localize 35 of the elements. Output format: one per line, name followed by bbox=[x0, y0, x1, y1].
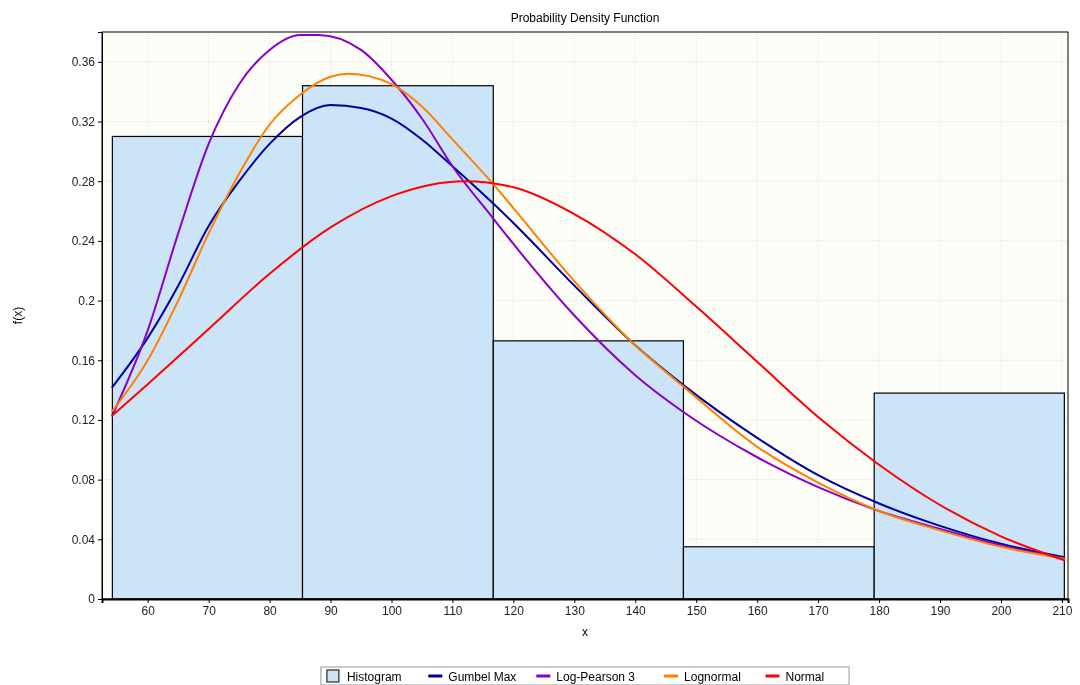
x-tick-label: 160 bbox=[747, 603, 769, 618]
y-tick-label: 0.28 bbox=[71, 174, 96, 189]
y-tick-label: 0.24 bbox=[71, 234, 96, 249]
y-axis-title: f(x) bbox=[11, 306, 25, 325]
x-tick-label: 190 bbox=[930, 603, 951, 618]
y-tick-label: 0.36 bbox=[71, 55, 96, 70]
x-tick-label: 120 bbox=[503, 603, 525, 618]
y-tick-label: 0.16 bbox=[71, 353, 96, 368]
x-tick-label: 70 bbox=[202, 603, 217, 618]
legend-label: Lognormal bbox=[684, 670, 741, 684]
x-tick-label: 200 bbox=[991, 603, 1012, 618]
x-tick-label: 60 bbox=[141, 603, 156, 618]
x-tick-label: 110 bbox=[443, 603, 463, 618]
x-tick-label: 170 bbox=[808, 603, 829, 618]
legend-label: Normal bbox=[785, 670, 825, 684]
x-axis-title: x bbox=[582, 625, 588, 639]
legend-label: Log-Pearson 3 bbox=[556, 670, 636, 684]
chart-title: Probability Density Function bbox=[510, 11, 660, 25]
y-tick-label: 0 bbox=[88, 592, 96, 607]
x-tick-label: 150 bbox=[686, 603, 708, 618]
x-tick-label: 100 bbox=[381, 603, 403, 618]
x-tick-label: 210 bbox=[1052, 603, 1073, 618]
y-tick-label: 0.12 bbox=[71, 413, 96, 428]
legend-label: Histogram bbox=[346, 670, 402, 684]
y-tick-label: 0.04 bbox=[71, 532, 96, 547]
line-series bbox=[111, 180, 1066, 562]
y-tick-label: 0.2 bbox=[78, 293, 96, 308]
x-tick-label: 180 bbox=[869, 603, 890, 618]
x-tick-label: 80 bbox=[263, 603, 278, 618]
x-tick-label: 130 bbox=[564, 603, 586, 618]
x-tick-label: 140 bbox=[625, 603, 647, 618]
y-tick-label: 0.08 bbox=[71, 472, 96, 487]
legend-label: Gumbel Max bbox=[448, 670, 517, 684]
x-tick-label: 90 bbox=[324, 603, 339, 618]
y-tick-label: 0.32 bbox=[71, 114, 96, 129]
